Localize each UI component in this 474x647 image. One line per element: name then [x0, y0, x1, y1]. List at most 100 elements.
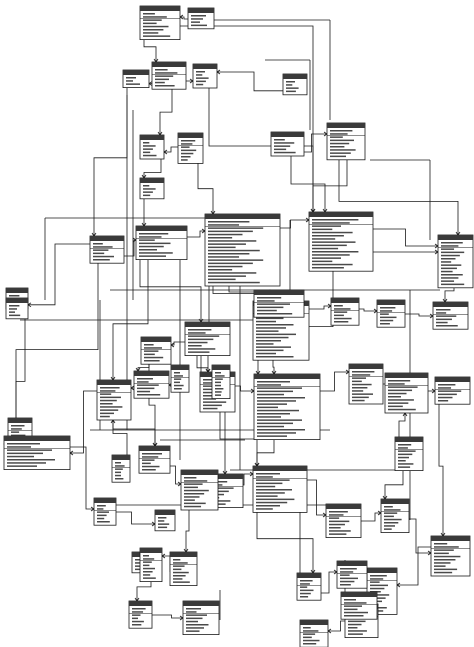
relationship-line — [152, 614, 183, 619]
entity-field-row — [208, 487, 234, 489]
entity-field-row — [186, 617, 203, 620]
entity-field-row — [434, 562, 451, 564]
entity-field-row — [144, 356, 164, 359]
entity-field-row — [181, 152, 194, 155]
entity-field-row — [215, 378, 223, 380]
entity-field-row — [257, 297, 282, 299]
entity-field-row — [257, 390, 293, 393]
entity-field-row — [158, 520, 165, 522]
entity-field-row — [256, 492, 285, 494]
entity-field-row — [142, 453, 162, 455]
entity-table — [122, 69, 150, 89]
entity-header — [97, 380, 131, 385]
entity-table — [282, 73, 308, 96]
entity-field-row — [173, 578, 183, 580]
entity-field-row — [115, 462, 121, 464]
entity-field-row — [344, 602, 367, 604]
entity-field-row — [144, 353, 155, 356]
entity-field-row — [334, 314, 344, 317]
entity-field-row — [312, 238, 336, 240]
entity-field-row — [188, 351, 210, 353]
entity-field-row — [11, 425, 25, 427]
entity-field-row — [188, 341, 208, 344]
entity-field-row — [312, 225, 341, 227]
entity-field-row — [312, 241, 356, 243]
entity-field-row — [208, 253, 250, 255]
entity-field-row — [208, 500, 231, 502]
entity-field-row — [215, 381, 221, 384]
entity-field-row — [191, 15, 206, 17]
entity-field-row — [352, 399, 365, 402]
entity-field-row — [208, 246, 236, 249]
entity-field-row — [312, 247, 339, 250]
entity-field-row — [188, 345, 202, 347]
entity-field-row — [340, 584, 351, 586]
entity-table — [139, 134, 165, 160]
entity-field-row — [142, 465, 160, 468]
entity-field-row — [174, 384, 184, 387]
entity-field-row — [132, 614, 141, 616]
entity-field-row — [300, 596, 309, 598]
entity-header — [433, 302, 468, 307]
entity-field-row — [256, 340, 281, 342]
entity-field-row — [344, 615, 364, 617]
relationship-line — [309, 305, 331, 310]
entity-header — [438, 235, 473, 240]
entity-field-row — [143, 577, 156, 579]
entity-field-row — [155, 75, 174, 77]
entity-field-row — [208, 262, 253, 265]
entity-field-row — [203, 398, 217, 400]
entity-table — [308, 211, 374, 272]
entity-header — [271, 132, 304, 137]
entity-field-row — [334, 311, 348, 313]
entity-field-row — [303, 643, 317, 645]
entity-field-row — [257, 384, 281, 386]
entity-field-row — [139, 245, 164, 248]
entity-field-row — [143, 188, 156, 190]
entity-field-row — [7, 459, 55, 461]
entity-field-row — [9, 311, 15, 313]
entity-field-row — [329, 511, 348, 513]
entity-field-row — [143, 16, 167, 18]
relationship-line — [280, 219, 309, 229]
entity-field-row — [352, 396, 369, 399]
entity-header — [178, 133, 203, 138]
entity-field-row — [300, 580, 313, 582]
entity-field-row — [436, 325, 458, 327]
entity-header — [300, 620, 328, 625]
entity-field-row — [438, 387, 452, 389]
entity-table — [151, 61, 187, 90]
entity-field-row — [155, 78, 169, 81]
entity-field-row — [100, 403, 113, 405]
entity-field-row — [434, 565, 446, 567]
entity-field-row — [173, 575, 186, 577]
entity-header — [381, 499, 409, 504]
entity-field-row — [115, 465, 125, 467]
entity-field-row — [312, 222, 350, 224]
entity-header — [140, 548, 162, 553]
relationship-line — [70, 390, 97, 454]
entity-field-row — [215, 384, 221, 387]
entity-field-row — [191, 21, 200, 23]
entity-field-row — [274, 142, 295, 144]
entity-field-row — [330, 155, 346, 158]
entity-header — [188, 8, 214, 13]
relationship-line — [398, 413, 406, 437]
relationship-line — [219, 412, 258, 466]
entity-field-row — [370, 587, 385, 590]
entity-field-row — [388, 383, 405, 385]
entity-field-row — [257, 413, 290, 415]
relationship-line — [359, 308, 377, 312]
entity-field-row — [188, 335, 220, 337]
entity-field-row — [388, 386, 418, 388]
entity-table — [384, 372, 429, 414]
entity-field-row — [329, 514, 344, 516]
entity-table — [336, 560, 368, 589]
relationship-line — [438, 404, 444, 536]
entity-field-row — [441, 248, 455, 250]
entity-field-row — [93, 252, 105, 255]
entity-field-row — [184, 486, 198, 489]
entity-field-row — [9, 308, 17, 310]
entity-field-row — [398, 456, 409, 459]
entity-field-row — [143, 561, 152, 563]
